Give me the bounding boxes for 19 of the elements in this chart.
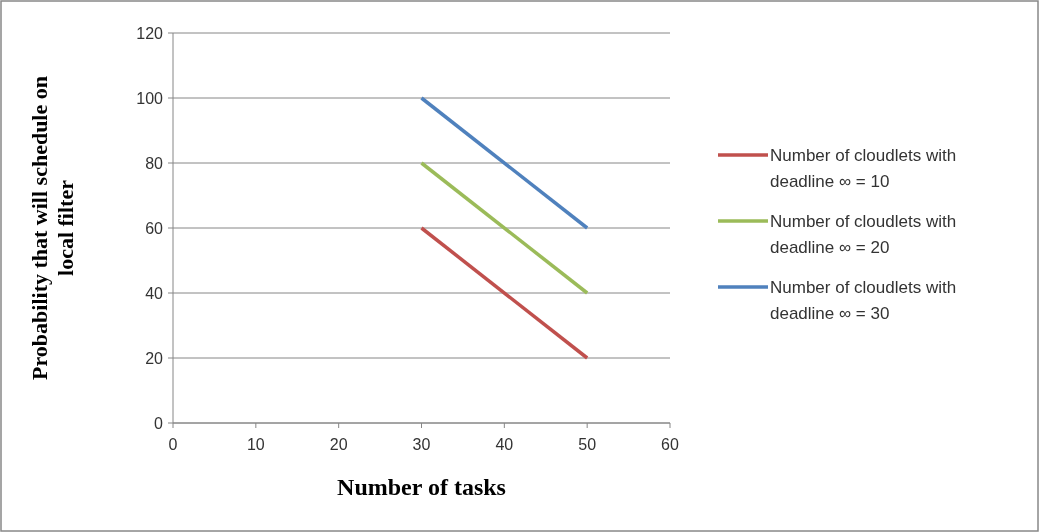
legend-label: Number of cloudlets with deadline ∞ = 30 <box>770 277 957 323</box>
x-tick-label: 10 <box>246 436 265 453</box>
x-axis-title: Number of tasks <box>337 474 506 500</box>
y-tick-label: 100 <box>136 89 164 107</box>
y-tick-label: 0 <box>154 414 164 432</box>
x-tick-label: 60 <box>661 436 679 453</box>
x-tick-label: 40 <box>495 436 514 453</box>
x-tick-label: 0 <box>168 436 178 453</box>
legend-label: Number of cloudlets with deadline ∞ = 10 <box>770 145 957 191</box>
y-tick-label: 80 <box>145 154 164 172</box>
legend-label: Number of cloudlets with deadline ∞ = 20 <box>770 211 957 257</box>
x-tick-label: 20 <box>329 436 348 453</box>
x-tick-label: 30 <box>412 436 431 453</box>
y-tick-label: 120 <box>136 24 164 42</box>
y-tick-label: 40 <box>145 284 164 302</box>
y-tick-label: 60 <box>145 219 164 237</box>
y-tick-label: 20 <box>145 349 164 367</box>
x-tick-label: 50 <box>578 436 597 453</box>
y-axis-title: Probability that will schedule on local filter <box>27 76 78 380</box>
